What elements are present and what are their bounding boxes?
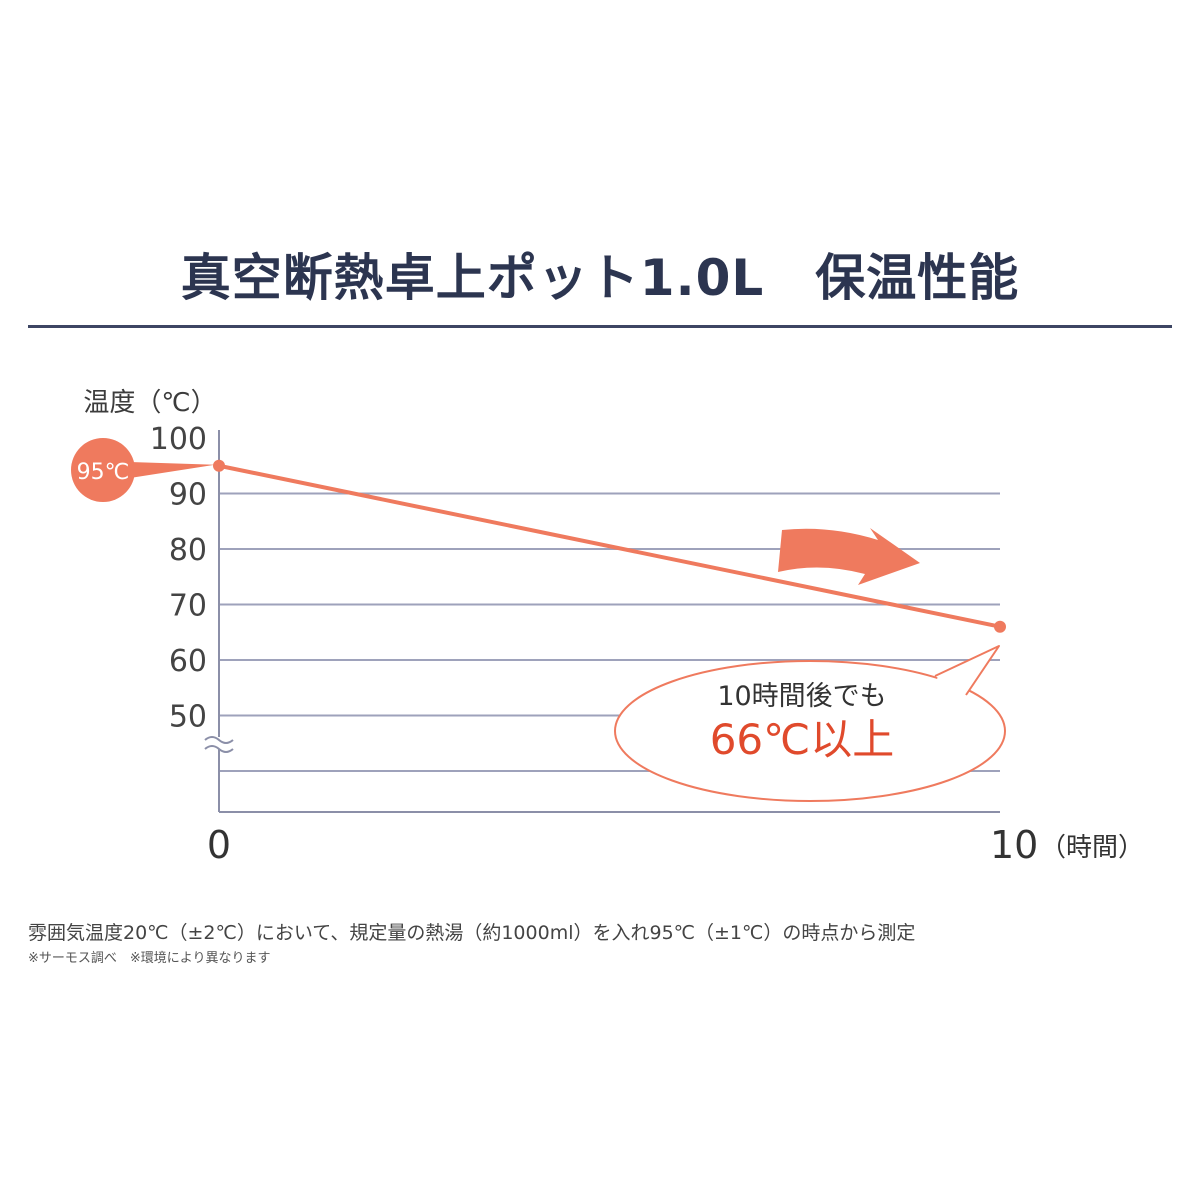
- y-tick-label: 60: [169, 644, 207, 679]
- y-axis-label: 温度（℃）: [83, 388, 216, 418]
- x-tick-label: 10: [990, 823, 1038, 867]
- arrow-icon: [778, 528, 920, 585]
- y-tick-label: 50: [169, 700, 207, 735]
- callout-line2: 66℃以上: [710, 715, 895, 764]
- start-badge: [71, 438, 135, 502]
- x-tick-label: 0: [207, 823, 231, 867]
- callout-tail-join: [935, 676, 965, 695]
- x-axis-label: （時間）: [1040, 833, 1144, 863]
- footnote: 雰囲気温度20℃（±2℃）において、規定量の熱湯（約1000ml）を入れ95℃（…: [28, 922, 916, 944]
- start-point: [213, 459, 225, 472]
- y-tick-label: 100: [150, 422, 207, 457]
- title-divider: [28, 325, 1172, 328]
- start-badge-label: 95℃: [77, 460, 130, 485]
- footnote-sub: ※サーモス調べ ※環境により異なります: [28, 951, 271, 966]
- axis-break-mark: [204, 736, 234, 744]
- end-point: [994, 620, 1006, 633]
- y-tick-label: 70: [169, 589, 207, 624]
- axis-break-mark: [204, 745, 234, 753]
- callout-bubble: [614, 660, 1006, 802]
- callout-line1: 10時間後でも: [717, 681, 886, 712]
- page-title: 真空断熱卓上ポット1.0L 保温性能: [180, 249, 1020, 307]
- tick-labels: 温度（℃） 100 90 80 70 60 50 0 10 （時間）: [83, 388, 1144, 867]
- axes: [204, 430, 1000, 813]
- callout-tail: [934, 645, 1000, 696]
- y-tick-label: 90: [169, 478, 207, 513]
- series: [213, 459, 1006, 633]
- series-line: [218, 463, 1001, 629]
- start-badge-pointer: [130, 462, 215, 478]
- y-tick-label: 80: [169, 533, 207, 568]
